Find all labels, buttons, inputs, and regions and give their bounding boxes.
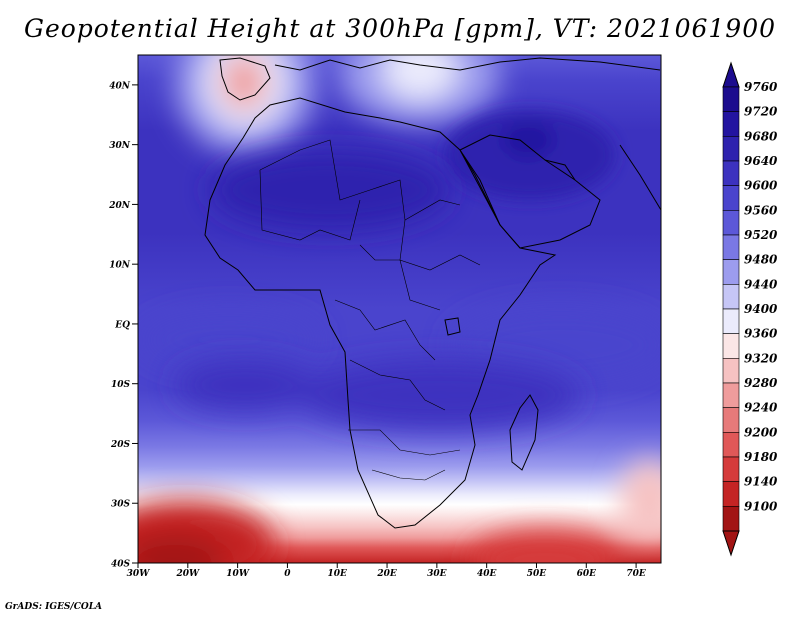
colorbar-swatch-9440 [722, 284, 740, 310]
mediterranean-trough [340, 55, 500, 125]
colorbar-label: 9720 [744, 105, 778, 119]
colorbar-label: 9440 [744, 277, 778, 291]
grads-credit: GrADS: IGES/COLA [5, 602, 103, 612]
colorbar-swatch-9280 [722, 382, 740, 408]
colorbar-label: 9200 [744, 425, 778, 439]
southern-troughs [138, 460, 661, 563]
colorbar-label: 9520 [744, 228, 778, 242]
iberian-trough [175, 55, 315, 155]
map-frame [137, 54, 662, 564]
colorbar-swatch-9680 [722, 136, 740, 162]
colorbar-swatch-9640 [722, 160, 740, 186]
lon-label: 30E [427, 569, 447, 579]
colorbar-swatch-9360 [722, 333, 740, 359]
colorbar-swatch-9480 [722, 259, 740, 285]
lon-label: 20E [376, 569, 397, 579]
lat-label: 20N [108, 201, 131, 211]
colorbar-label: 9640 [744, 154, 778, 168]
colorbar-swatch-9760 [722, 86, 740, 112]
colorbar-top-arrow [722, 61, 740, 88]
lat-label: 30S [111, 500, 131, 510]
lon-label: 50E [527, 569, 547, 579]
lon-label: 40E [477, 569, 497, 579]
lat-label: 40S [111, 560, 131, 570]
madagascar-coast [509, 394, 539, 471]
lat-label: 30N [109, 141, 131, 151]
geopotential-field [138, 55, 661, 563]
colorbar-label: 9360 [744, 327, 778, 341]
lon-label: 10E [328, 569, 348, 579]
colorbar-label: 9140 [744, 475, 778, 489]
colorbar-swatch-9140 [722, 481, 740, 507]
red-sea [459, 149, 501, 226]
middle-east-high [445, 110, 615, 200]
lon-label: 10W [226, 569, 250, 579]
colorbar-swatch-9200 [722, 432, 740, 458]
lon-label: 70E [626, 569, 646, 579]
colorbar-label: 9760 [744, 80, 778, 94]
colorbar-swatch-9240 [722, 407, 740, 433]
africa-coastline [204, 97, 557, 529]
map-title: Geopotential Height at 300hPa [gpm], VT:… [23, 14, 777, 43]
lon-label: 20W [175, 569, 200, 579]
lon-label: 0 [284, 569, 291, 579]
sahara-ridge [210, 150, 450, 230]
arabia-coast [459, 134, 601, 249]
colorbar-label: 9100 [744, 499, 778, 513]
colorbar-swatch-9100 [722, 506, 740, 532]
colorbar-label: 9600 [744, 179, 778, 193]
lat-label: 40N [109, 81, 131, 91]
europe-coast [274, 57, 661, 71]
colorbar-swatch-9600 [722, 185, 740, 211]
india-coast [619, 144, 661, 211]
colorbar-label: 9240 [744, 401, 778, 415]
colorbar-swatch-9180 [722, 456, 740, 482]
coastlines [204, 57, 661, 529]
colorbar-label: 9320 [744, 351, 778, 365]
colorbar-swatch-9400 [722, 308, 740, 334]
lon-label: 30W [127, 569, 151, 579]
lat-label: 20S [110, 440, 131, 450]
colorbar: 9760 9720 9680 9640 9600 9560 9520 9480 9440 9400… [722, 61, 778, 557]
persian-gulf [544, 159, 576, 181]
lat-label: EQ [114, 320, 130, 330]
colorbar-label: 9680 [744, 129, 778, 143]
country-borders [259, 139, 481, 481]
colorbar-label: 9400 [744, 302, 778, 316]
colorbar-swatch-9320 [722, 358, 740, 384]
lake-victoria [444, 317, 461, 336]
colorbar-bottom-arrow [722, 530, 740, 557]
lat-label: 10N [109, 261, 131, 271]
colorbar-label: 9180 [744, 450, 778, 464]
colorbar-swatch-9720 [722, 111, 740, 137]
iberia-coast [219, 57, 271, 101]
colorbar-label: 9280 [744, 376, 778, 390]
colorbar-swatch-9560 [722, 210, 740, 236]
lon-label: 60E [577, 569, 597, 579]
southern-ridge [175, 360, 580, 430]
colorbar-swatch-9520 [722, 234, 740, 260]
latitude-axis: 40N 30N 20N 10N EQ 10S 20S 30S 40S [108, 81, 138, 570]
lat-label: 10S [111, 380, 131, 390]
longitude-axis: 30W 20W 10W 0 10E 20E 30E 40E 50E 60E 70E [127, 563, 646, 579]
colorbar-label: 9480 [744, 253, 778, 267]
colorbar-label: 9560 [744, 203, 778, 217]
